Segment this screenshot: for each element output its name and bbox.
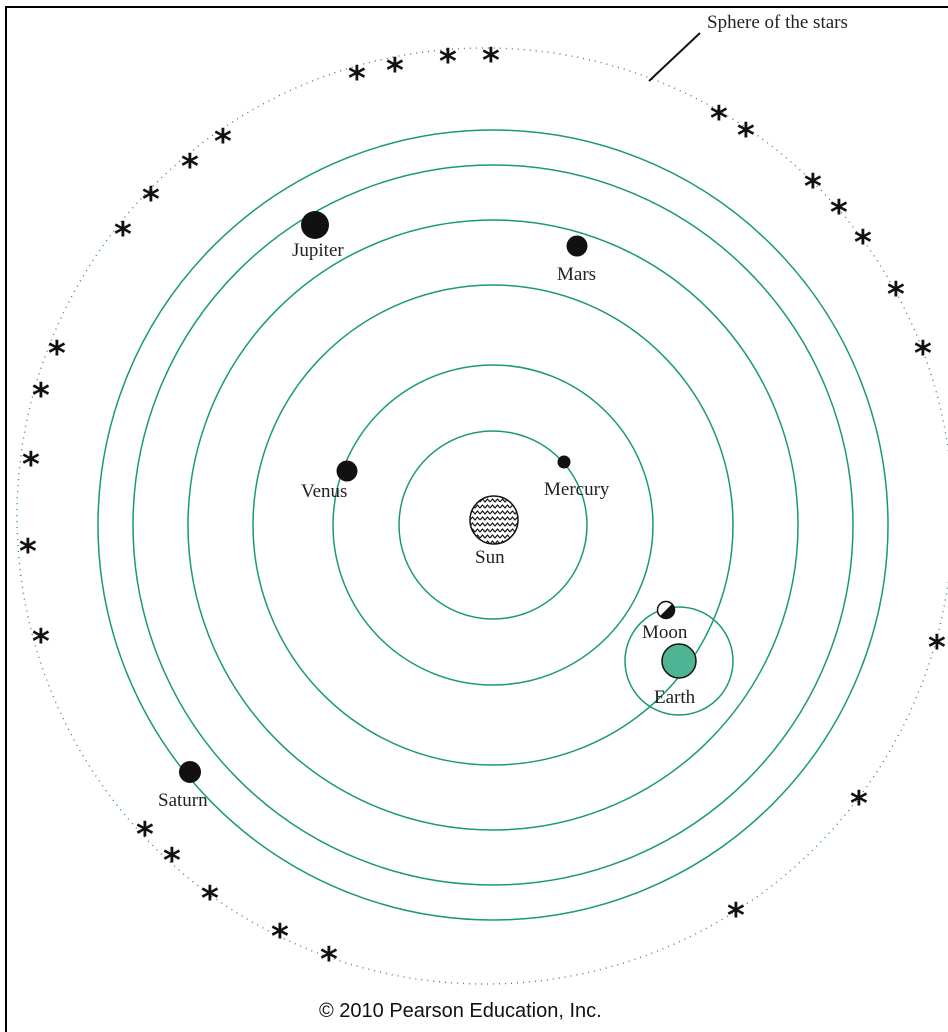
- copyright-credit: © 2010 Pearson Education, Inc.: [319, 1000, 602, 1022]
- earth-label: Earth: [654, 687, 696, 708]
- mercury-label: Mercury: [544, 479, 610, 500]
- star-icon: *: [163, 841, 181, 881]
- star-icon: *: [439, 42, 457, 82]
- star-icon: *: [482, 41, 500, 81]
- jupiter-orbit: [132, 164, 854, 886]
- stars-group: * * * * * * * * * * * * * * * * * * * * …: [19, 41, 946, 980]
- venus-planet: [336, 460, 358, 482]
- mercury-planet: [557, 455, 571, 469]
- moon-icon: [656, 600, 676, 620]
- star-icon: *: [850, 784, 868, 824]
- sphere-label: Sphere of the stars: [707, 12, 848, 33]
- star-icon: *: [48, 334, 66, 374]
- star-icon: *: [887, 275, 905, 315]
- star-icon: *: [320, 940, 338, 980]
- star-icon: *: [854, 223, 872, 263]
- earth-orbit: [252, 284, 734, 766]
- star-icon: *: [710, 99, 728, 139]
- saturn-label: Saturn: [158, 790, 208, 811]
- star-icon: *: [214, 122, 232, 162]
- star-icon: *: [142, 180, 160, 220]
- star-icon: *: [928, 628, 946, 668]
- moon-orbit: [624, 606, 734, 716]
- figure-frame: [5, 6, 948, 1032]
- star-icon: *: [386, 51, 404, 91]
- jupiter-label: Jupiter: [292, 240, 344, 261]
- star-icon: *: [136, 815, 154, 855]
- star-icon: *: [32, 622, 50, 662]
- star-icon: *: [19, 532, 37, 572]
- star-icon: *: [22, 445, 40, 485]
- mercury-orbit: [398, 430, 588, 620]
- star-icon: *: [727, 896, 745, 936]
- star-icon: *: [348, 59, 366, 99]
- sun-label: Sun: [475, 547, 505, 568]
- star-icon: *: [804, 167, 822, 207]
- sphere-leader-line: [648, 32, 701, 82]
- star-icon: *: [737, 116, 755, 156]
- star-icon: *: [181, 147, 199, 187]
- saturn-orbit: [97, 129, 889, 921]
- mars-orbit: [187, 219, 799, 831]
- sun-icon: [469, 495, 519, 545]
- star-icon: *: [830, 193, 848, 233]
- saturn-planet: [179, 761, 201, 783]
- star-icon: *: [201, 879, 219, 919]
- star-icon: *: [914, 334, 932, 374]
- jupiter-planet: [301, 211, 329, 239]
- moon-label: Moon: [642, 622, 688, 643]
- venus-label: Venus: [301, 481, 347, 502]
- star-icon: *: [271, 917, 289, 957]
- star-icon: *: [32, 376, 50, 416]
- mars-planet: [566, 235, 588, 257]
- mars-label: Mars: [557, 264, 596, 285]
- star-icon: *: [114, 215, 132, 255]
- venus-orbit: [332, 364, 654, 686]
- earth-planet: [661, 643, 697, 679]
- sphere-of-stars-circle: [16, 47, 948, 985]
